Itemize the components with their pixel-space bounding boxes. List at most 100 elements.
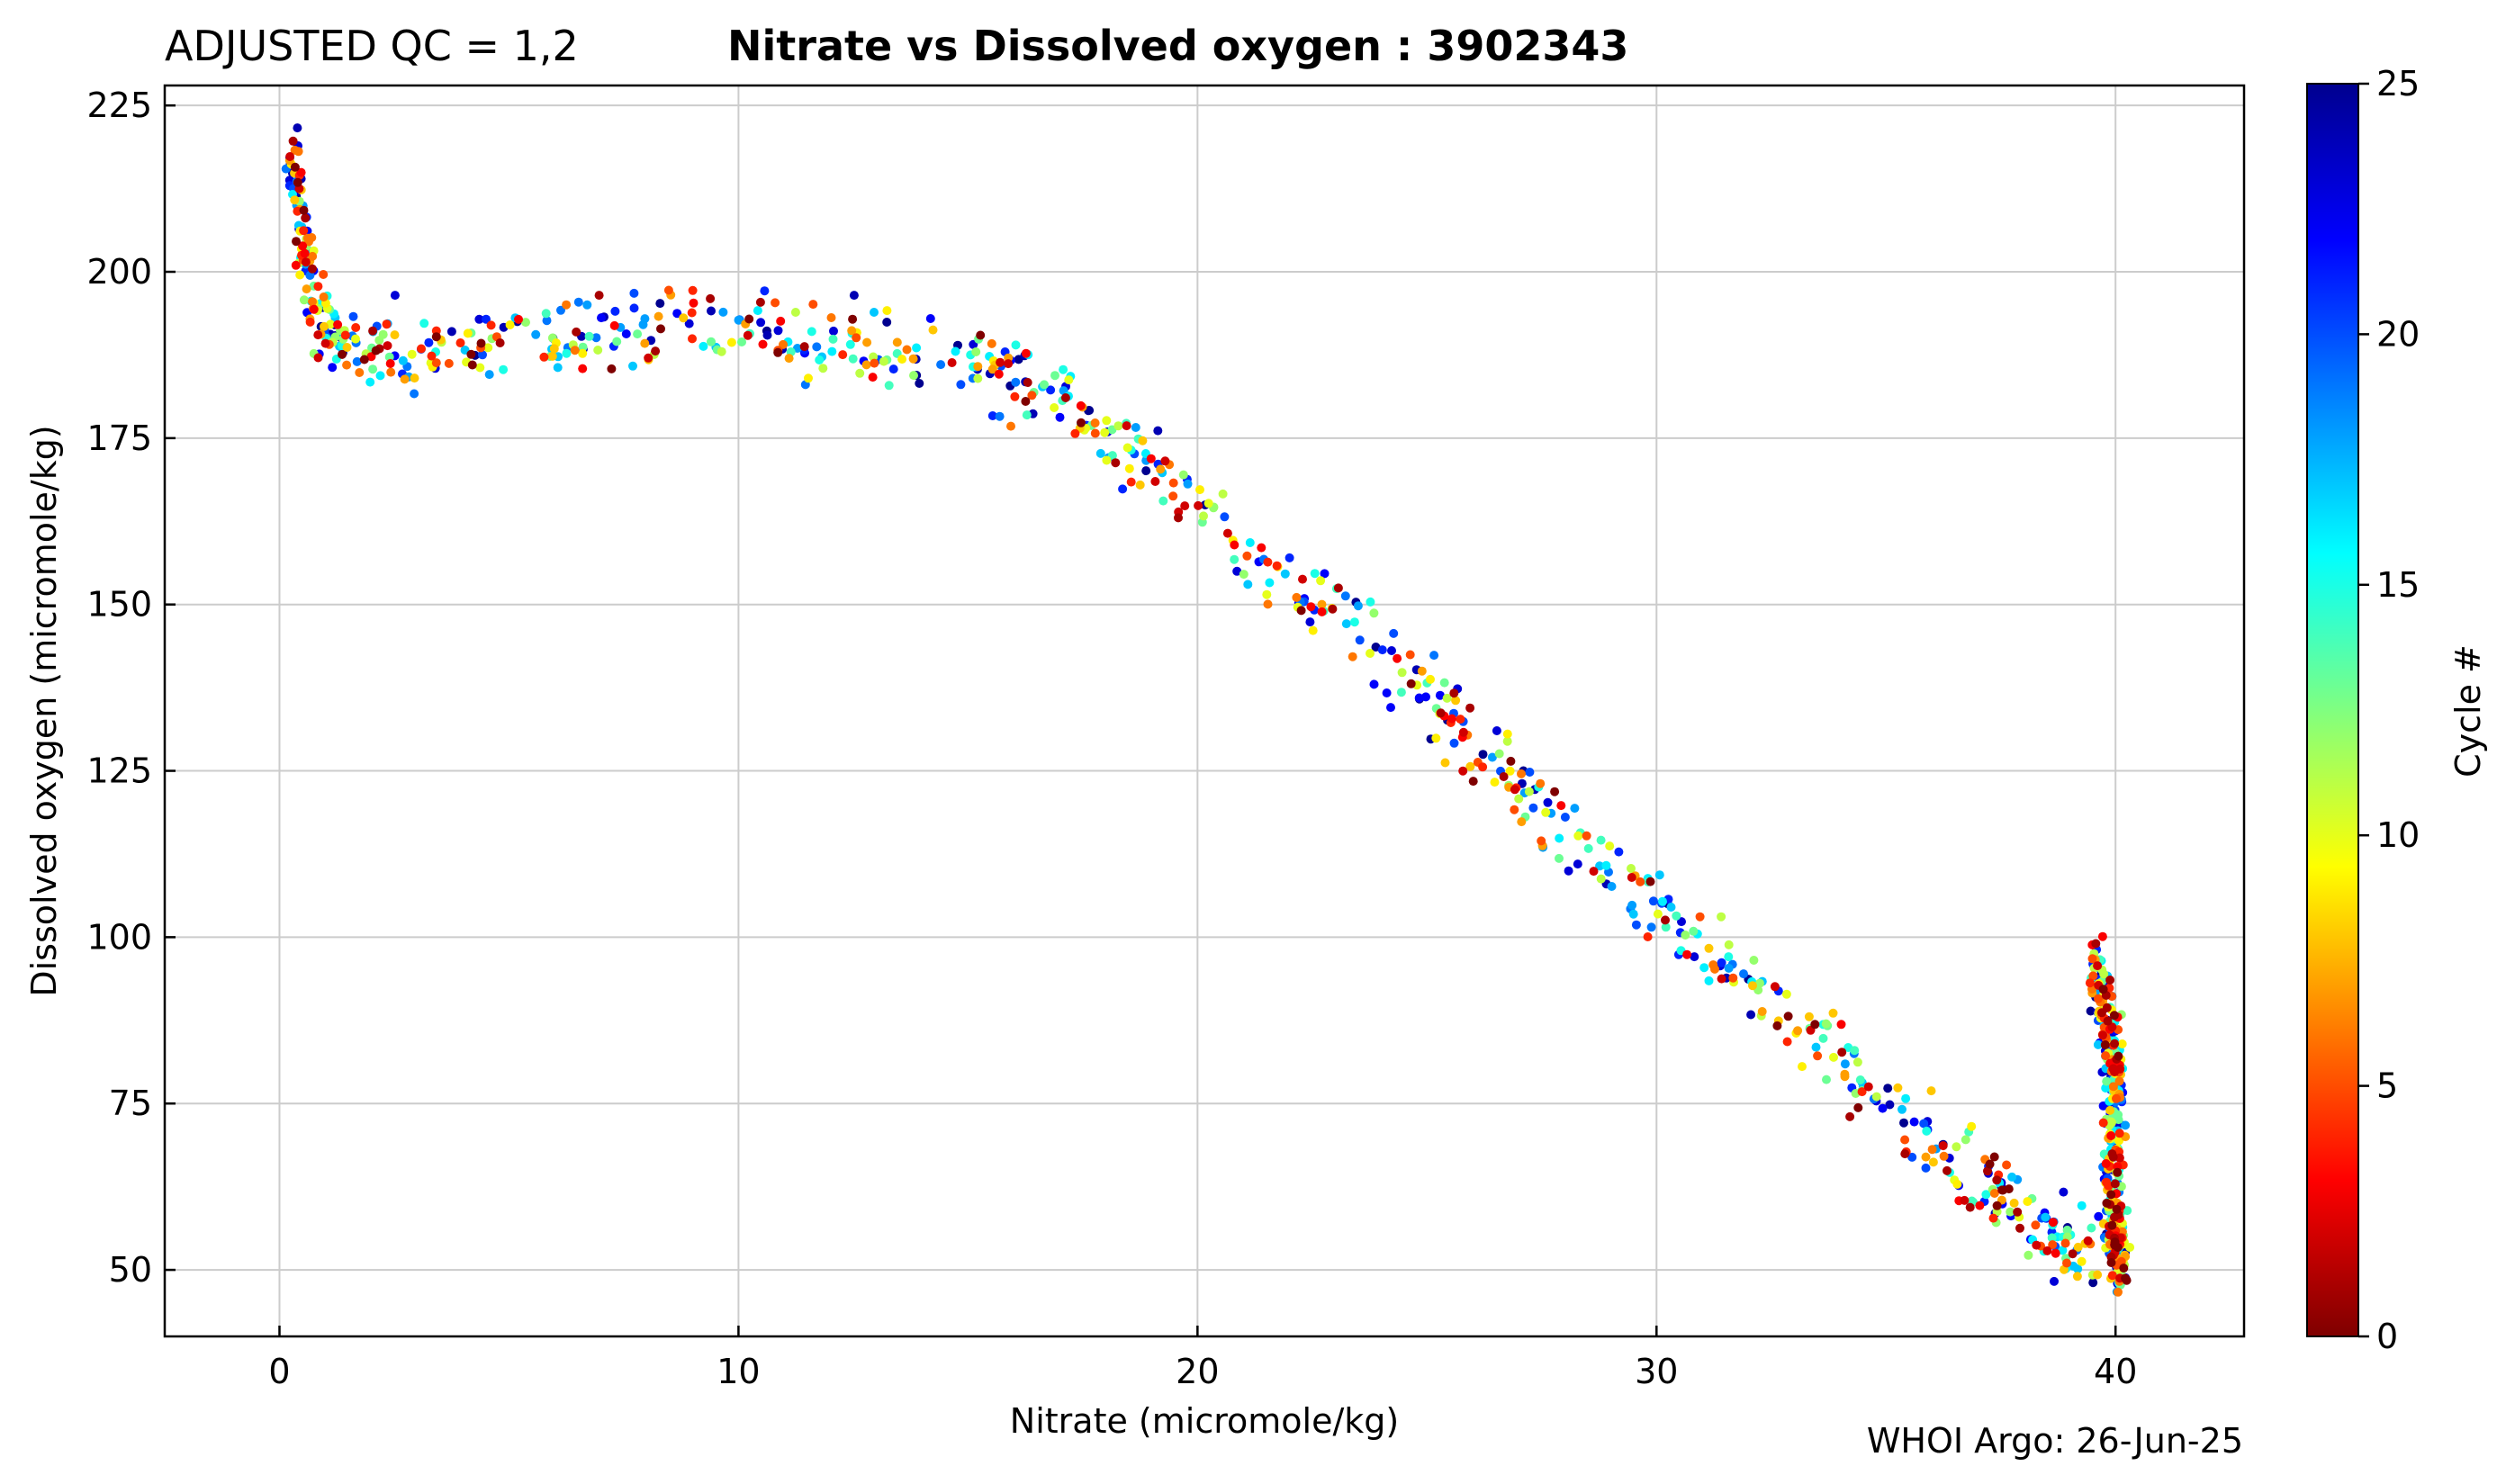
data-point	[2099, 969, 2109, 979]
data-point	[1517, 817, 1527, 827]
x-tick-label: 10	[717, 1352, 760, 1391]
data-point	[1928, 1157, 1938, 1167]
data-point	[1306, 602, 1316, 612]
data-point	[1126, 477, 1136, 487]
data-point	[1922, 1126, 1932, 1136]
data-point	[351, 323, 361, 332]
data-point	[455, 338, 465, 347]
data-point	[1263, 599, 1273, 609]
data-point	[628, 361, 637, 371]
data-point	[1943, 1165, 1952, 1175]
data-point	[1627, 873, 1636, 882]
data-point	[1194, 500, 1203, 510]
data-point	[562, 348, 572, 358]
data-point	[2042, 1246, 2052, 1255]
data-point	[956, 380, 966, 390]
data-point	[302, 284, 311, 294]
data-point	[707, 337, 716, 346]
data-point	[419, 319, 429, 328]
data-point	[2086, 1006, 2096, 1016]
data-point	[753, 306, 762, 316]
axis-ticks: 0 10 20 30 40 50 75 100 125 150 175 200 225	[86, 85, 2137, 1391]
data-point	[994, 369, 1004, 379]
data-point	[2112, 1093, 2121, 1103]
data-point	[1724, 952, 1734, 962]
data-point	[466, 349, 476, 359]
data-point	[308, 297, 317, 307]
data-point	[1524, 787, 1534, 796]
data-point	[2108, 1082, 2118, 1092]
data-point	[1573, 859, 1582, 869]
data-point	[1810, 1020, 1820, 1030]
data-point	[1011, 377, 1021, 387]
data-point	[2097, 931, 2107, 941]
data-point	[902, 345, 912, 355]
data-point	[1699, 963, 1709, 973]
data-point	[582, 300, 592, 310]
data-point	[654, 311, 663, 321]
data-point	[1153, 426, 1163, 436]
data-point	[1646, 922, 1656, 932]
data-point	[541, 309, 551, 319]
data-point	[679, 313, 689, 323]
data-point	[319, 270, 329, 279]
data-point	[1397, 668, 1407, 678]
data-point	[378, 329, 388, 339]
data-point	[1257, 543, 1267, 553]
data-point	[2059, 1187, 2069, 1197]
data-point	[892, 337, 902, 347]
data-point	[1822, 1075, 1831, 1084]
data-point	[386, 367, 396, 377]
data-point	[804, 373, 813, 383]
y-tick-label: 200	[86, 252, 152, 292]
data-point	[2087, 1223, 2096, 1233]
data-point	[291, 260, 301, 270]
data-point	[762, 330, 772, 340]
data-point	[295, 270, 305, 280]
data-point	[1478, 762, 1488, 772]
data-point	[621, 329, 631, 338]
data-point	[2062, 1225, 2072, 1235]
data-point	[1952, 1142, 1961, 1152]
colorbar-tick-label: 15	[2376, 565, 2420, 605]
data-point	[2007, 1172, 2017, 1182]
data-point	[2101, 1159, 2111, 1168]
data-point	[1349, 617, 1359, 627]
data-point	[2041, 1212, 2051, 1222]
data-point	[1178, 470, 1188, 480]
data-point	[1926, 1086, 1936, 1096]
data-point	[1492, 726, 1501, 735]
data-point	[849, 291, 859, 301]
data-point	[2113, 1167, 2123, 1177]
colorbar-tick-label: 10	[2376, 815, 2420, 855]
data-point	[1695, 912, 1705, 922]
data-point	[427, 351, 437, 361]
data-point	[884, 381, 894, 391]
data-point	[313, 353, 323, 363]
data-point	[1070, 428, 1080, 438]
data-point	[1898, 1104, 1907, 1114]
data-point	[573, 297, 583, 307]
data-point	[1369, 608, 1379, 618]
data-point	[808, 300, 818, 310]
data-point	[2098, 985, 2108, 994]
data-point	[2015, 1223, 2024, 1233]
data-point	[1555, 833, 1564, 843]
data-point	[1845, 1111, 1855, 1121]
data-point	[299, 295, 309, 305]
data-point	[1967, 1121, 1977, 1131]
y-axis-label: Dissolved oxygen (micromole/kg)	[24, 425, 64, 996]
data-point	[1366, 649, 1375, 658]
data-point	[1353, 601, 1363, 611]
data-point	[355, 368, 365, 377]
y-tick-label: 150	[86, 585, 152, 625]
data-point	[1840, 1059, 1850, 1069]
data-point	[909, 371, 918, 381]
data-point	[1131, 423, 1140, 432]
data-point	[1589, 867, 1599, 877]
data-point	[1704, 976, 1714, 985]
data-point	[390, 330, 400, 340]
data-point	[1981, 1190, 1991, 1200]
data-point	[467, 360, 477, 370]
data-point	[2110, 1179, 2120, 1189]
